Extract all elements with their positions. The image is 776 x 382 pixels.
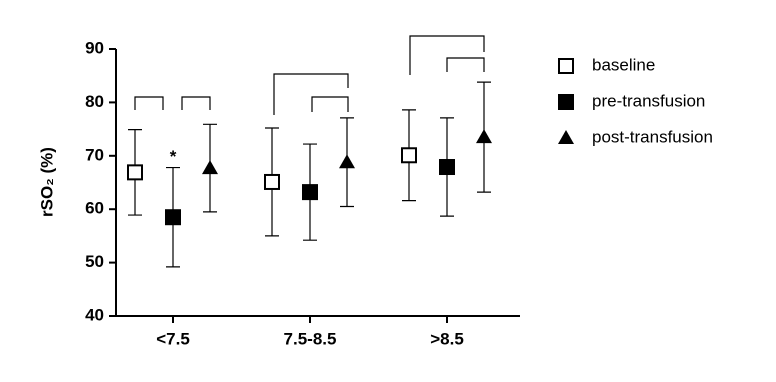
legend-label: pre-transfusion [592, 91, 705, 110]
data-point [264, 173, 280, 190]
x-tick-label: <7.5 [156, 329, 190, 348]
y-tick-label: 70 [85, 145, 104, 164]
data-point [476, 129, 492, 144]
y-tick-label: 40 [85, 305, 104, 324]
legend-label: post-transfusion [592, 127, 713, 146]
data-point [202, 160, 218, 175]
legend-label: baseline [592, 55, 655, 74]
data-point [439, 159, 455, 176]
y-tick-label: 80 [85, 92, 104, 111]
data-point [401, 147, 417, 164]
bracket [134, 96, 164, 110]
bracket [446, 57, 485, 72]
bracket [311, 96, 349, 112]
significance-brackets [134, 35, 485, 115]
data-point [165, 209, 181, 226]
legend-marker [558, 130, 574, 144]
legend-marker [558, 58, 574, 74]
y-axis-label: rSO₂ (%) [37, 147, 56, 217]
data-point [127, 164, 143, 181]
bracket [409, 35, 485, 75]
y-tick-label: 90 [85, 38, 104, 57]
data-point [339, 154, 355, 169]
y-tick-label: 50 [85, 252, 104, 271]
legend-marker [558, 94, 574, 110]
y-tick-label: 60 [85, 199, 104, 218]
x-tick-label: >8.5 [430, 329, 464, 348]
bracket [273, 73, 349, 115]
x-tick-label: 7.5-8.5 [284, 329, 337, 348]
bracket [181, 96, 211, 110]
annotation: * [170, 147, 177, 166]
data-point [302, 184, 318, 201]
